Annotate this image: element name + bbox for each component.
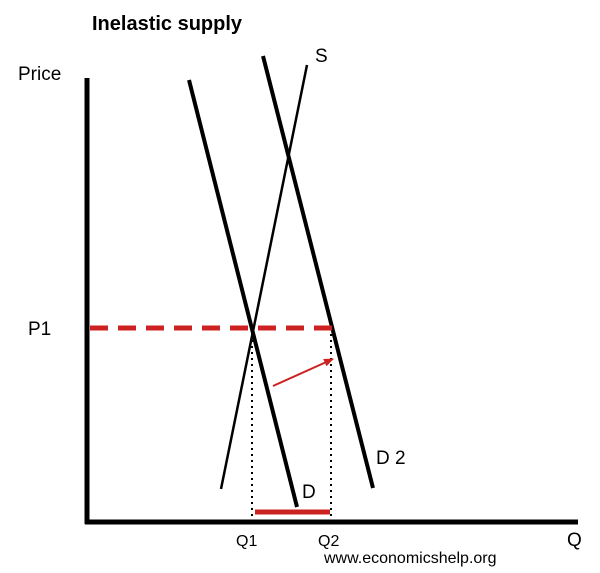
q1-label: Q1 xyxy=(236,533,257,550)
demand-curve-original xyxy=(187,79,299,508)
diagram-title: Inelastic supply xyxy=(92,13,243,35)
demand-new-label: D 2 xyxy=(376,448,406,469)
q2-label: Q2 xyxy=(318,533,339,550)
y-axis-label: Price xyxy=(18,64,61,85)
supply-curve xyxy=(219,64,309,490)
source-credit: www.economicshelp.org xyxy=(323,550,497,567)
demand-original-label: D xyxy=(302,482,316,503)
p1-label: P1 xyxy=(28,319,51,340)
demand-curve-new xyxy=(261,55,375,489)
x-axis-label: Q xyxy=(567,530,582,551)
demand-shift-arrow xyxy=(272,358,334,387)
supply-curve-label: S xyxy=(315,46,328,67)
